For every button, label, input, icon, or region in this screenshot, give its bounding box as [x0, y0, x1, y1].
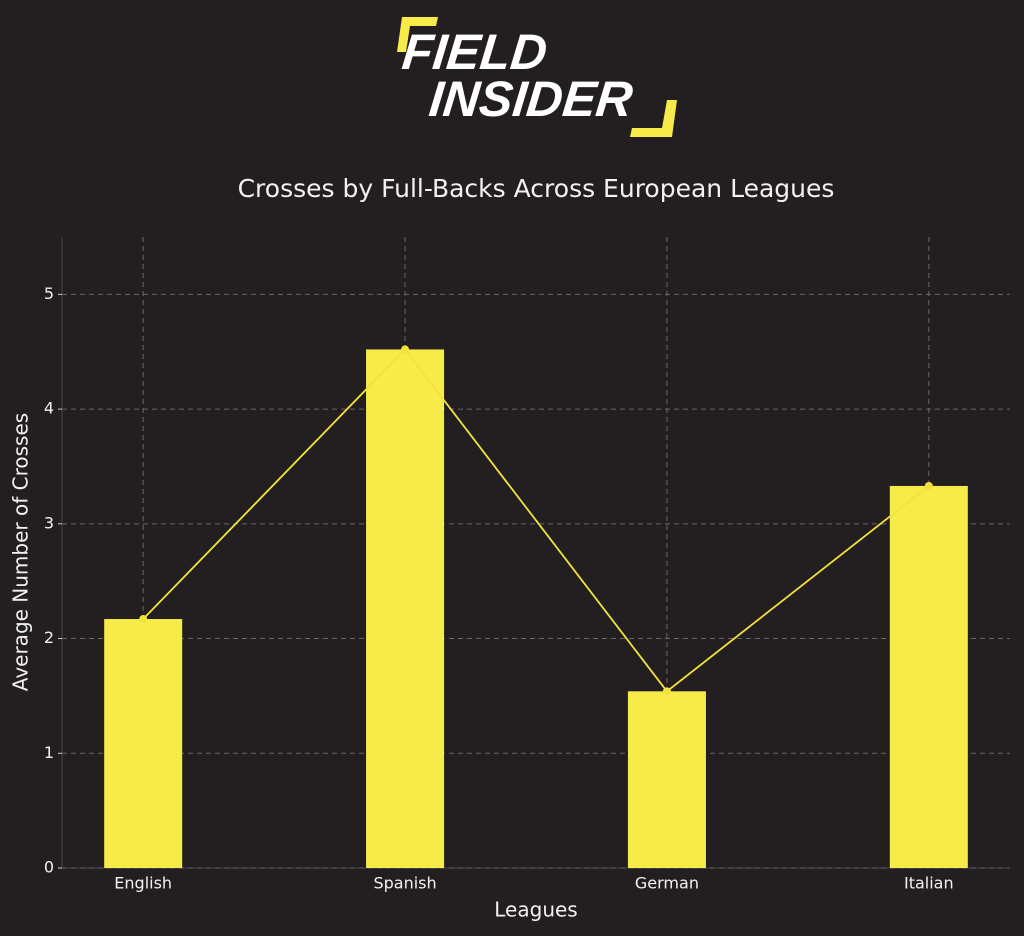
y-tick-label: 0: [44, 858, 54, 877]
x-tick-label: English: [114, 874, 172, 893]
y-tick-label: 2: [44, 628, 54, 647]
point: [662, 687, 671, 696]
x-tick-label: German: [635, 874, 699, 893]
logo: FIELD INSIDER: [397, 17, 677, 137]
y-tick-label: 1: [44, 743, 54, 762]
y-tick-label: 5: [44, 284, 54, 303]
chart-title: Crosses by Full-Backs Across European Le…: [238, 174, 835, 203]
bar: [366, 349, 445, 868]
trend-line: [142, 348, 930, 693]
logo-bracket: [630, 100, 677, 137]
point: [139, 615, 148, 624]
point: [401, 345, 410, 354]
logo-text: INSIDER: [427, 71, 636, 127]
x-tick-label: Spanish: [373, 874, 436, 893]
x-axis-label: Leagues: [494, 898, 577, 922]
y-axis-label: Average Number of Crosses: [9, 413, 33, 691]
x-tick-label: Italian: [904, 874, 954, 893]
bar: [627, 691, 706, 868]
y-tick-label: 3: [44, 513, 54, 532]
bar: [889, 485, 968, 868]
logo-text: FIELD: [400, 24, 550, 80]
bar: [104, 619, 183, 868]
logo-bracket: [397, 17, 438, 52]
point: [924, 481, 933, 490]
y-tick-label: 4: [44, 399, 54, 418]
